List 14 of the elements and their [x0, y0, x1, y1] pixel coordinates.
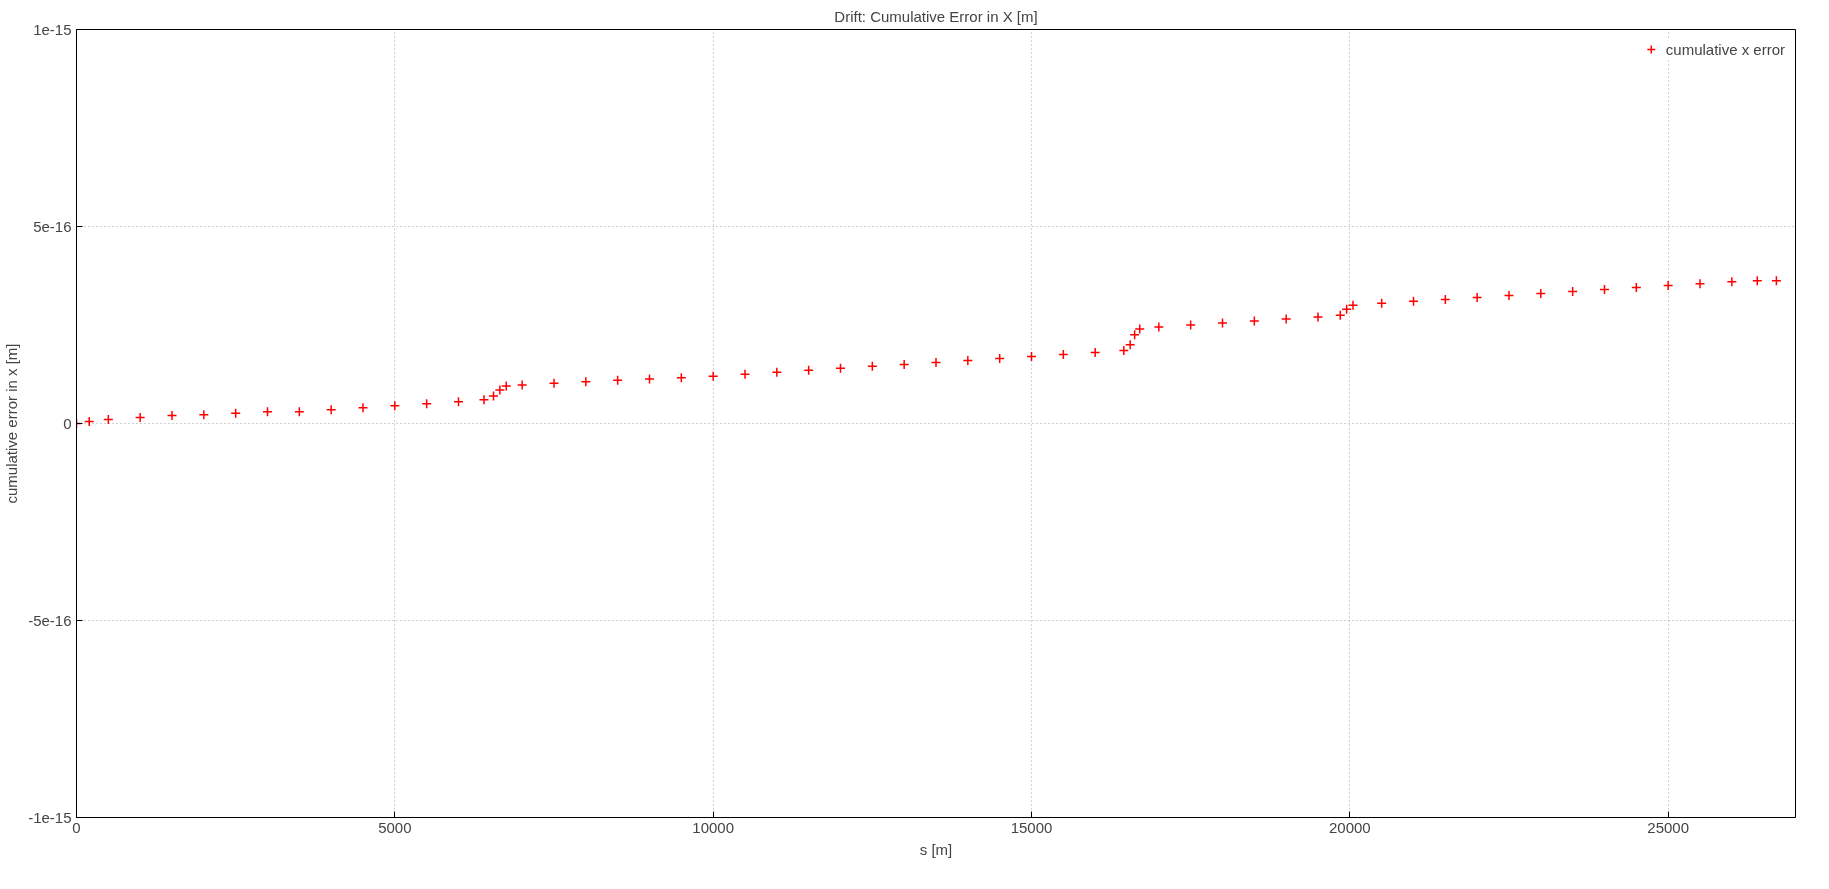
x-axis-title: s [m]: [919, 840, 953, 858]
x-tick-label: 5000: [378, 818, 412, 836]
x-tick-label: 15000: [1010, 818, 1053, 836]
x-tick-label: 20000: [1328, 818, 1371, 836]
y-tick-label: 1e-15: [33, 20, 72, 38]
legend-label: cumulative x error: [1665, 40, 1785, 58]
x-tick-label: 25000: [1647, 818, 1690, 836]
y-axis-title: cumulative error in x [m]: [3, 343, 21, 504]
y-tick-label: -1e-15: [28, 808, 72, 826]
chart-title: Drift: Cumulative Error in X [m]: [834, 7, 1038, 25]
y-tick-label: 0: [63, 414, 72, 432]
y-tick-label: -5e-16: [28, 611, 72, 629]
x-tick-label: 10000: [692, 818, 735, 836]
y-tick-label: 5e-16: [33, 217, 72, 235]
